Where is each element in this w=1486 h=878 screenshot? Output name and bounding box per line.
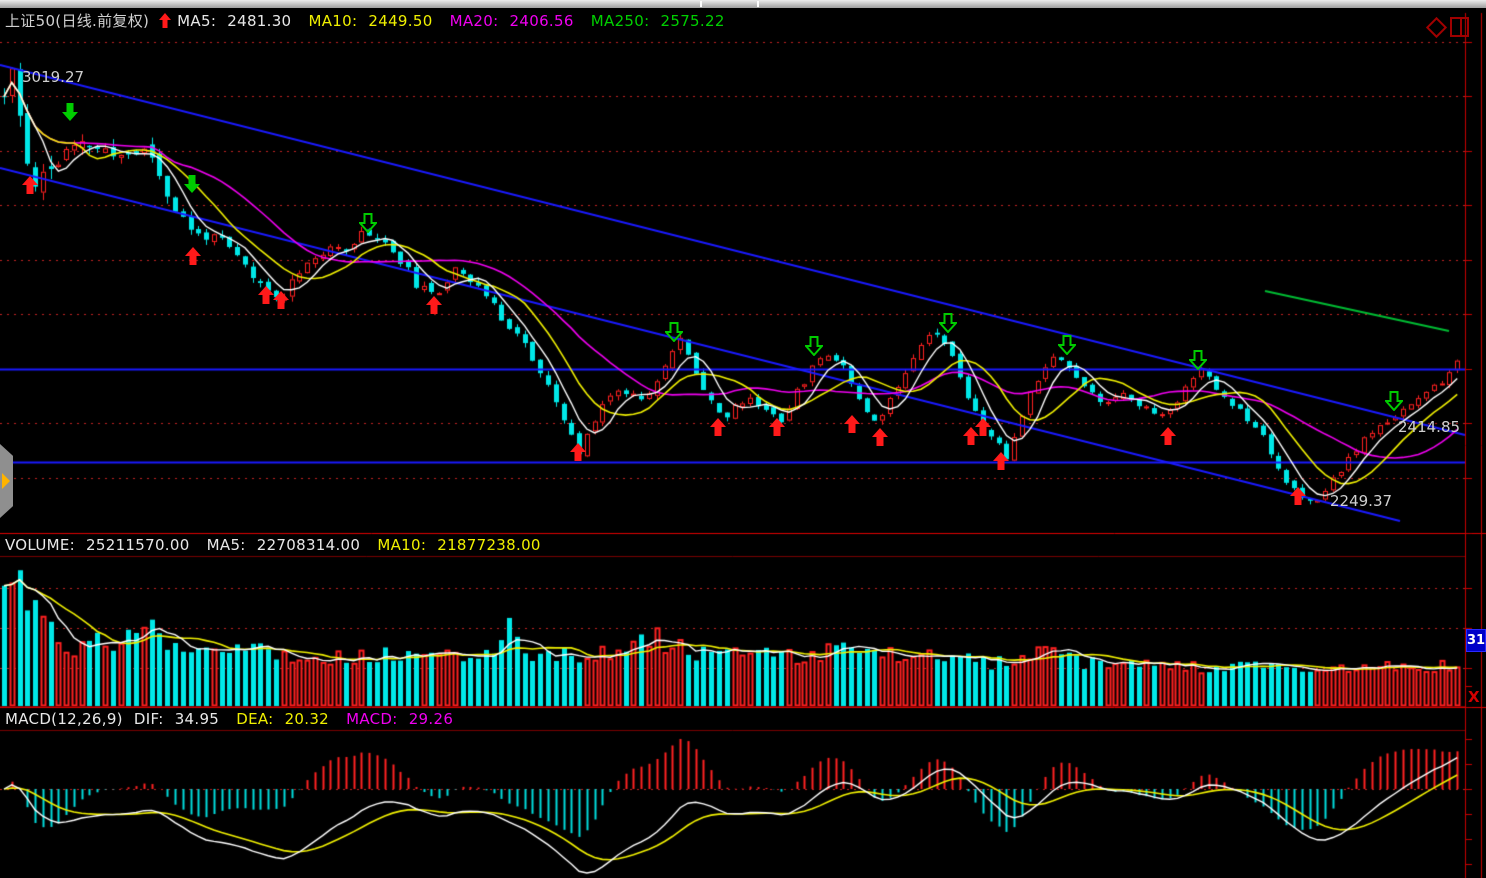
strip-notch: [757, 1, 759, 7]
buy-signal-arrow: [426, 296, 442, 318]
ma20-value: 2406.56: [509, 12, 574, 30]
buy-signal-arrow: [963, 427, 979, 449]
buy-signal-arrow: [975, 418, 991, 440]
low-price-label: 2249.37: [1330, 492, 1393, 510]
sidebar-expand-handle[interactable]: [0, 444, 13, 518]
sell-signal-arrow: [62, 103, 78, 125]
vol-ma5-value: 22708314.00: [256, 536, 361, 554]
buy-signal-arrow: [993, 452, 1009, 474]
buy-signal-arrow: [844, 415, 860, 437]
dif-value: 34.95: [174, 710, 220, 728]
ma20-label: MA20:: [449, 12, 499, 30]
buy-signal-arrow: [185, 247, 201, 269]
main-chart-header: 上证50(日线.前复权) MA5: 2481.30 MA10: 2449.50 M…: [5, 10, 737, 32]
ma250-label: MA250:: [590, 12, 650, 30]
ma5-label: MA5:: [177, 12, 217, 30]
vol-ma10-label: MA10:: [377, 536, 427, 554]
buy-signal-arrow: [1290, 487, 1306, 509]
window-top-strip: [0, 0, 1486, 8]
volume-scale-badge: 31: [1466, 629, 1486, 652]
volume-label: VOLUME:: [5, 536, 75, 554]
volume-multiplier-label: X: [1468, 688, 1480, 706]
expand-triangle-icon: [2, 473, 10, 489]
ma5-value: 2481.30: [227, 12, 292, 30]
ma10-label: MA10:: [308, 12, 358, 30]
buy-signal-arrow: [1160, 427, 1176, 449]
macd-value-label: MACD:: [346, 710, 398, 728]
sell-signal-hollow-arrow: [937, 313, 959, 337]
sell-signal-hollow-arrow: [1383, 391, 1405, 415]
sell-signal-hollow-arrow: [663, 322, 685, 346]
last-price-label: 2414.85: [1398, 418, 1461, 436]
split-window-icon[interactable]: [1450, 17, 1469, 37]
symbol-title: 上证50(日线.前复权): [5, 12, 150, 30]
vol-ma10-value: 21877238.00: [437, 536, 541, 554]
up-arrow-icon: [159, 13, 172, 32]
buy-signal-arrow: [710, 418, 726, 440]
high-price-label: 3019.27: [22, 68, 85, 86]
vol-ma5-label: MA5:: [206, 536, 246, 554]
buy-signal-arrow: [273, 291, 289, 313]
volume-value: 25211570.00: [86, 536, 190, 554]
dea-value: 20.32: [284, 710, 330, 728]
ma250-value: 2575.22: [660, 12, 725, 30]
macd-value: 29.26: [408, 710, 454, 728]
sell-signal-hollow-arrow: [357, 213, 379, 237]
buy-signal-arrow: [570, 443, 586, 465]
sell-signal-hollow-arrow: [803, 336, 825, 360]
buy-signal-arrow: [22, 176, 38, 198]
dif-label: DIF:: [133, 710, 164, 728]
sell-signal-hollow-arrow: [1056, 335, 1078, 359]
sell-signal-hollow-arrow: [1187, 350, 1209, 374]
buy-signal-arrow: [258, 286, 274, 308]
macd-params: MACD(12,26,9): [5, 710, 123, 728]
ma10-value: 2449.50: [368, 12, 433, 30]
strip-notch: [700, 1, 702, 7]
buy-signal-arrow: [872, 428, 888, 450]
macd-header: MACD(12,26,9) DIF: 34.95 DEA: 20.32 MACD…: [5, 710, 465, 728]
volume-header: VOLUME: 25211570.00 MA5: 22708314.00 MA1…: [5, 536, 553, 554]
buy-signal-arrow: [769, 418, 785, 440]
dea-label: DEA:: [236, 710, 274, 728]
sell-signal-arrow: [184, 175, 200, 197]
